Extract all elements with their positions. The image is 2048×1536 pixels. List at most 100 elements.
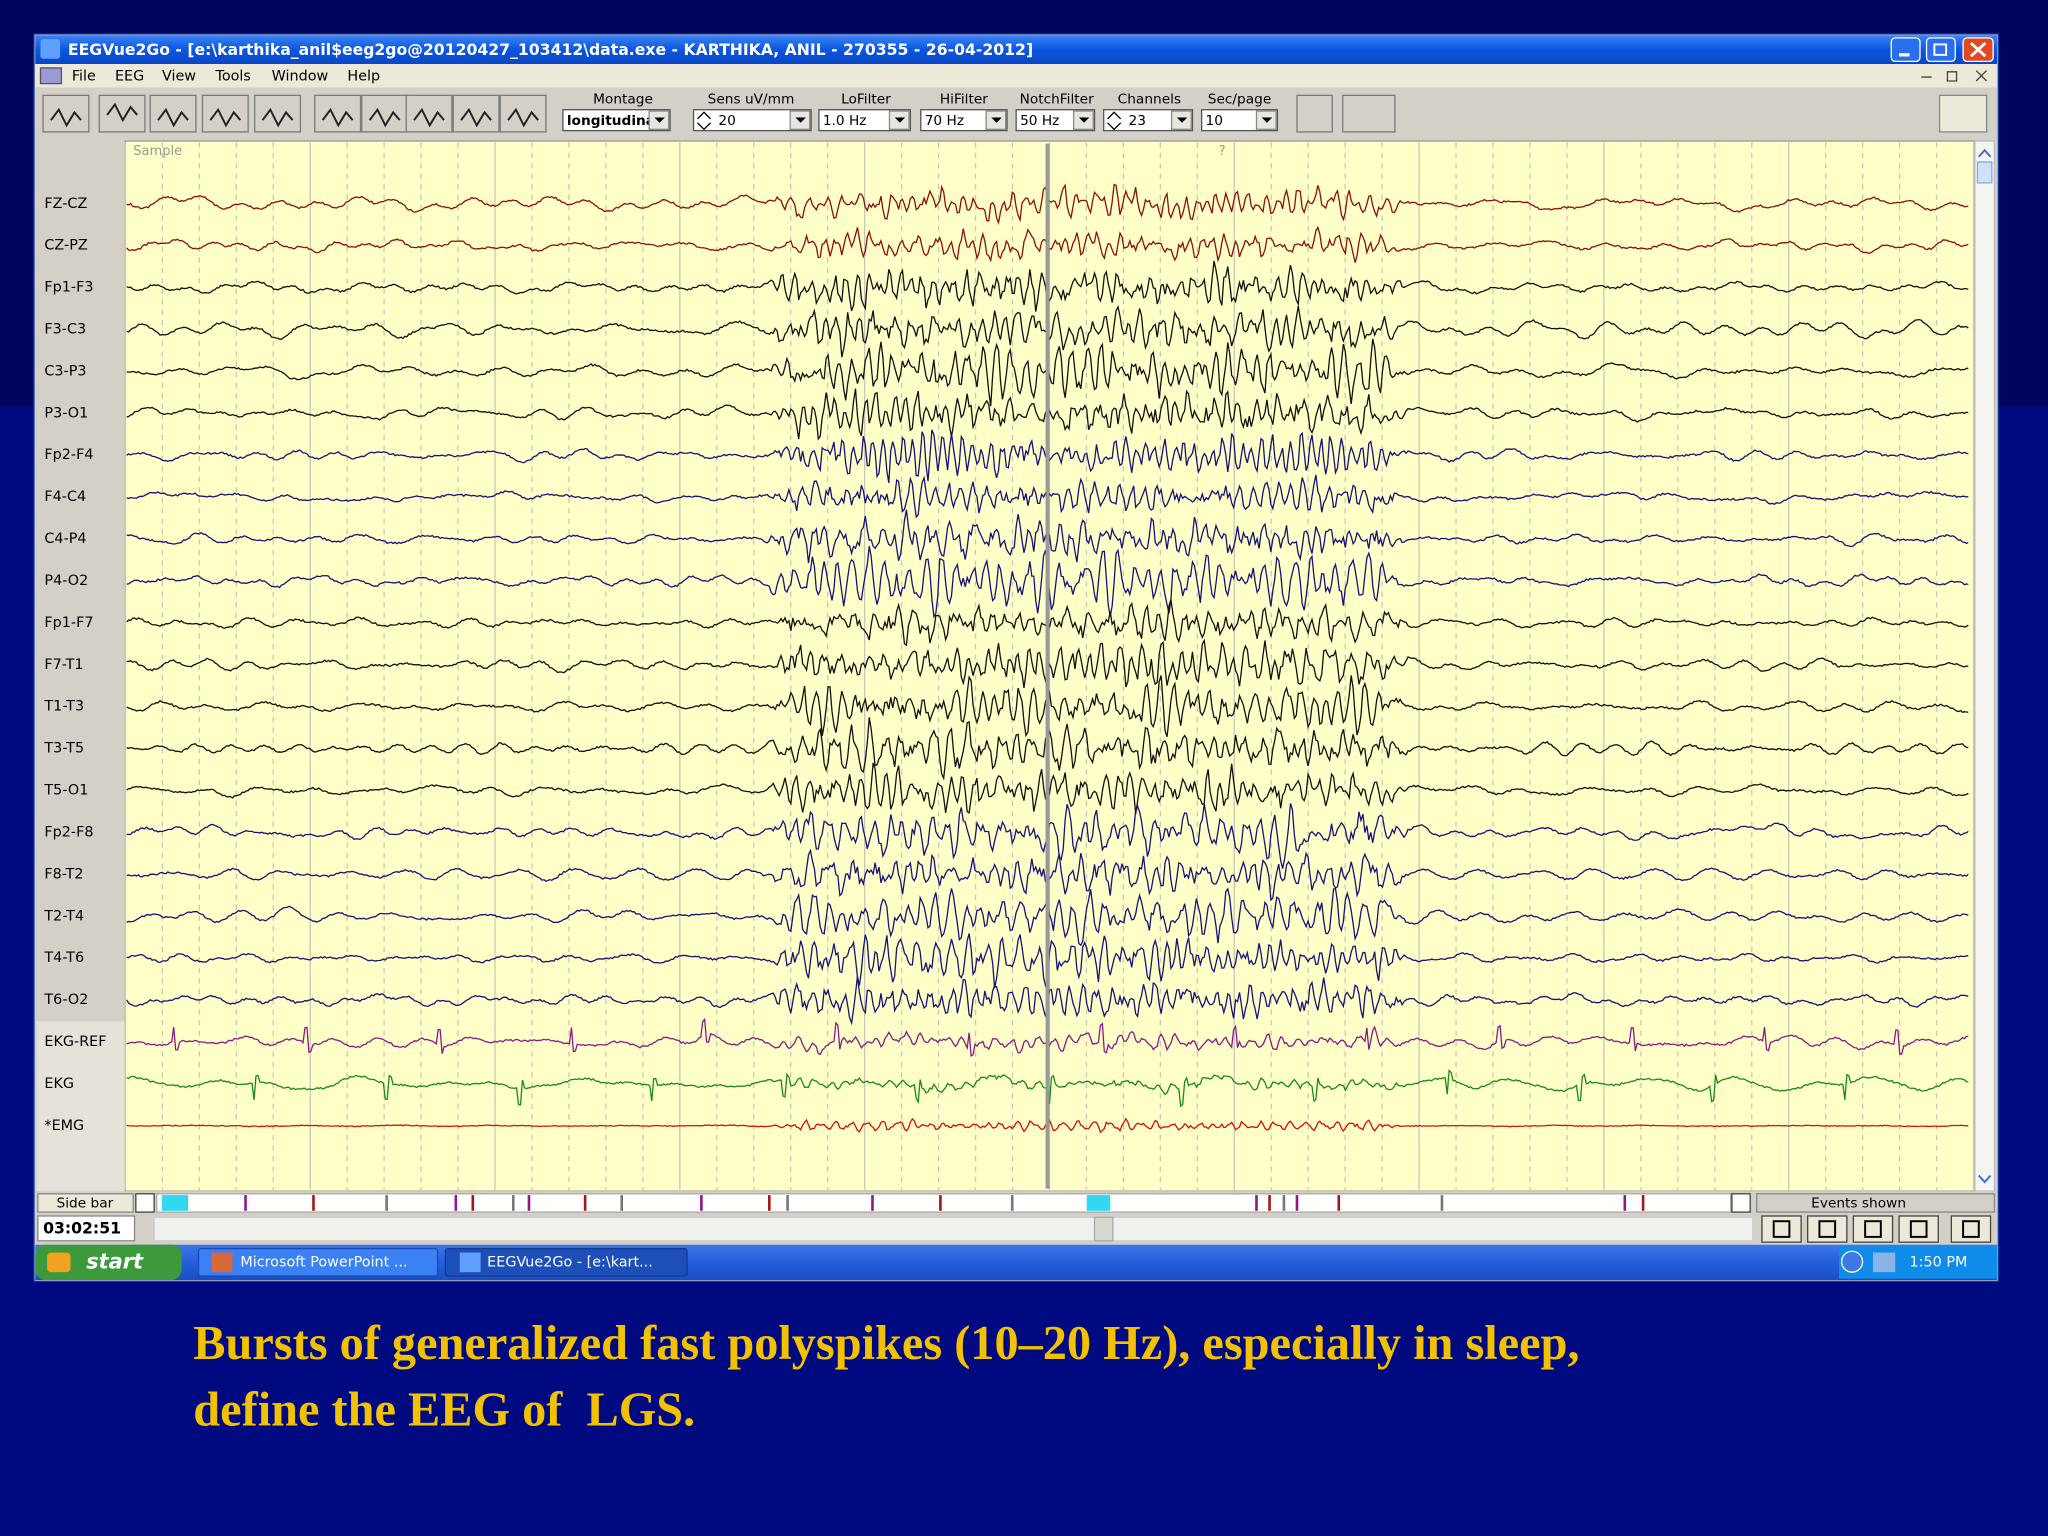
nav-glyph — [1818, 1220, 1837, 1238]
channel-label: C4-P4 — [44, 531, 86, 547]
strip-right-button[interactable] — [1731, 1193, 1751, 1213]
channel-label: EKG-REF — [44, 1034, 106, 1050]
toolbar-button[interactable] — [149, 94, 197, 133]
event-strip[interactable] — [156, 1193, 1732, 1213]
event-highlight — [1086, 1195, 1111, 1211]
nav-button[interactable] — [1761, 1215, 1802, 1243]
nav-glyph — [1864, 1220, 1882, 1238]
menu-item[interactable]: EEG — [115, 68, 144, 84]
field-label: Sens uV/mm — [708, 91, 795, 107]
field-box[interactable] — [562, 109, 671, 132]
field-box[interactable] — [818, 109, 912, 132]
restore-button[interactable] — [1925, 37, 1956, 63]
start-label: start — [86, 1249, 144, 1273]
toolbar-icon — [209, 107, 242, 128]
toolbar-button[interactable] — [1342, 94, 1396, 133]
nav-button[interactable] — [1852, 1215, 1894, 1243]
tray-expand[interactable] — [1840, 1250, 1864, 1273]
toolbar-icon — [460, 107, 492, 128]
channel-label: P3-O1 — [44, 405, 88, 421]
doc-icon — [39, 67, 63, 85]
window-title: EEGVue2Go - [e:\karthika_anil$eeg2go@201… — [68, 40, 1033, 59]
mdi-controls — [1921, 70, 1988, 82]
toolbar-button[interactable] — [499, 94, 547, 133]
start-logo — [47, 1252, 71, 1273]
dropdown-arrow — [1078, 117, 1090, 123]
nav-glyph — [1772, 1220, 1791, 1238]
sample-label: Sample — [133, 144, 182, 159]
channel-label: Fp1-F7 — [44, 615, 93, 631]
side-bar-label: Side bar — [57, 1196, 114, 1212]
channel-label: F4-C4 — [44, 489, 86, 505]
nav-button[interactable] — [1950, 1215, 1992, 1243]
channel-label: F3-C3 — [44, 321, 86, 337]
toolbar-icon — [106, 102, 138, 123]
field-box[interactable] — [1103, 109, 1194, 132]
field-value: 20 — [718, 113, 735, 129]
toolbar-button[interactable] — [314, 94, 362, 133]
toolbar-icon — [50, 107, 82, 128]
spin-arrows — [1107, 111, 1122, 131]
toolbar-button[interactable] — [405, 94, 453, 133]
time-value: 03:02:51 — [43, 1219, 121, 1238]
strip-left-button[interactable] — [135, 1193, 155, 1213]
toolbar-button-right[interactable] — [1938, 94, 1988, 133]
spin-arrows — [697, 111, 711, 131]
toolbar-button[interactable] — [201, 94, 249, 133]
time-scroll-thumb[interactable] — [1093, 1216, 1114, 1242]
nav-button[interactable] — [1898, 1215, 1939, 1243]
menu-item[interactable]: Tools — [215, 68, 251, 84]
caption-line: Bursts of generalized fast polyspikes (1… — [193, 1317, 1579, 1370]
scroll-arrows — [1978, 148, 1992, 1184]
toolbar-icon — [321, 107, 354, 128]
close-glyph — [1969, 42, 1987, 58]
minimize-button[interactable] — [1890, 37, 1921, 63]
toolbar-button[interactable] — [98, 94, 146, 133]
toolbar-button[interactable] — [42, 94, 90, 133]
aux-label-column — [36, 1021, 126, 1192]
channel-label: Fp2-F8 — [44, 824, 93, 840]
toolbar-icon — [368, 107, 401, 128]
channel-label: T2-T4 — [43, 908, 84, 924]
channel-label: F8-T2 — [44, 866, 83, 882]
toolbar-button[interactable] — [361, 94, 409, 133]
field-value: 70 Hz — [925, 113, 964, 129]
events-box — [1756, 1193, 1996, 1213]
dropdown-arrow — [894, 117, 906, 123]
clock: 1:50 PM — [1910, 1254, 1968, 1270]
restore-glyph — [1933, 43, 1948, 56]
side-bar-button[interactable] — [37, 1193, 134, 1213]
tray-icon — [1872, 1252, 1896, 1273]
nav-button[interactable] — [1807, 1215, 1848, 1243]
toolbar-button[interactable] — [1296, 94, 1333, 133]
channel-label: CZ-PZ — [44, 238, 87, 254]
menu-item[interactable]: Window — [272, 68, 329, 84]
channel-label: Fp2-F4 — [44, 447, 93, 463]
toolbar-button[interactable] — [452, 94, 500, 133]
menu-item[interactable]: View — [162, 68, 196, 84]
dropdown-arrow — [1261, 117, 1273, 123]
field-value: 10 — [1206, 113, 1223, 129]
field-label: HiFilter — [940, 91, 988, 107]
taskbar-item[interactable] — [197, 1247, 439, 1277]
field-label: NotchFilter — [1020, 91, 1095, 107]
toolbar-icon — [261, 107, 294, 128]
menu-item[interactable]: File — [72, 68, 96, 84]
vertical-scrollbar[interactable] — [1974, 140, 1996, 1192]
channel-label: FZ-CZ — [44, 196, 87, 212]
scroll-thumb[interactable] — [1976, 161, 1993, 184]
field-box[interactable] — [692, 109, 812, 132]
taskbar-item-active[interactable] — [444, 1247, 688, 1277]
start-button[interactable] — [35, 1244, 182, 1280]
toolbar-button[interactable] — [254, 94, 302, 133]
menu-item[interactable]: Help — [347, 68, 380, 84]
nav-glyph — [1962, 1220, 1980, 1238]
field-value: 23 — [1128, 113, 1145, 129]
time-scrollbar[interactable] — [153, 1216, 1754, 1242]
event-highlight — [161, 1195, 189, 1211]
channel-label: C3-P3 — [44, 363, 86, 379]
dropdown-arrow — [654, 117, 665, 123]
channel-label: T1-T3 — [43, 699, 84, 715]
